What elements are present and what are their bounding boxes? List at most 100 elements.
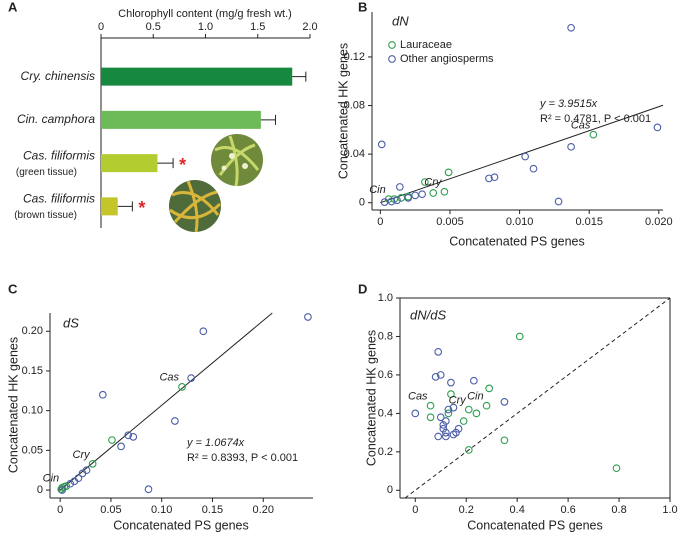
data-point (57, 485, 66, 494)
data-point (426, 401, 435, 410)
data-point (612, 464, 621, 473)
x-tick-label: 2.0 (302, 21, 317, 33)
data-point (515, 332, 524, 341)
data-point (178, 382, 186, 391)
point-label: Cas (408, 391, 428, 403)
legend-label: Other angiosperms (400, 53, 494, 65)
data-point (411, 191, 420, 200)
panel-title: dN (392, 13, 409, 28)
data-point (444, 409, 453, 418)
legend-marker (388, 41, 396, 49)
y-tick-label: 0.15 (22, 365, 43, 377)
data-point (88, 460, 97, 468)
data-point (444, 405, 453, 414)
fit-stats: R² = 0.4781, P < 0.001 (540, 113, 651, 125)
data-point (439, 421, 448, 429)
category-label: Cry. chinensis (21, 69, 95, 83)
fit-equation: y = 1.0674x (186, 437, 245, 449)
point-label: Cry (73, 449, 92, 461)
data-point (78, 469, 87, 478)
panel-letter: C (8, 281, 18, 296)
data-point (485, 174, 493, 183)
legend-marker (388, 55, 396, 63)
point-label: Cas (159, 372, 179, 384)
significance-mark: * (138, 198, 145, 218)
y-tick-label: 0 (359, 197, 365, 209)
y-tick-label: 0.20 (22, 325, 43, 337)
data-point (304, 313, 312, 321)
data-point (444, 168, 453, 177)
y-tick-label: 0.2 (378, 446, 393, 458)
data-point (436, 371, 445, 379)
category-note: (green tissue) (16, 167, 77, 178)
panel-title: dN/dS (410, 307, 446, 322)
data-point (490, 173, 499, 182)
data-point (418, 190, 426, 199)
data-point (441, 428, 450, 437)
data-point (500, 397, 509, 406)
y-axis-title: Concatenated HK genes (364, 330, 378, 466)
data-point (589, 130, 598, 139)
data-point (421, 178, 429, 186)
panel-letter: A (8, 0, 18, 14)
x-tick-label: 1.5 (250, 21, 265, 33)
x-axis-title: Concatenated PS genes (113, 518, 249, 532)
y-tick-label: 0.10 (22, 405, 43, 417)
legend-label: Lauraceae (400, 39, 452, 51)
data-point (144, 485, 153, 494)
fit-stats: R² = 0.8393, P < 0.001 (187, 452, 298, 464)
data-point (567, 142, 575, 151)
data-point (434, 432, 443, 441)
data-point (108, 436, 116, 444)
y-tick-label: 0 (387, 484, 393, 496)
reference-diagonal (404, 297, 671, 499)
regression-line (59, 312, 273, 491)
data-point (470, 376, 478, 385)
data-point (199, 327, 208, 336)
x-tick-label: 0.8 (611, 504, 626, 516)
data-point (449, 403, 458, 412)
point-label: Cin (369, 184, 386, 196)
y-axis-title: Concatenated HK genes (336, 43, 350, 179)
category-label: Cin. camphora (17, 112, 95, 126)
x-tick-label: 0.020 (645, 216, 673, 228)
data-point (98, 390, 107, 399)
data-point (380, 198, 389, 206)
data-point (482, 401, 491, 410)
y-tick-label: 1.0 (378, 292, 393, 304)
y-tick-label: 0.6 (378, 369, 393, 381)
data-point (653, 123, 662, 132)
bar (101, 110, 261, 129)
data-point (447, 390, 455, 399)
data-point (58, 483, 67, 492)
point-label: Cry (424, 177, 443, 189)
x-tick-label: 0.6 (560, 504, 575, 516)
data-point (472, 409, 481, 418)
x-tick-label: 0.2 (459, 504, 474, 516)
data-point (66, 479, 75, 488)
x-tick-label: 0 (377, 216, 383, 228)
photo-brown-tissue (169, 180, 221, 232)
data-point (117, 442, 125, 451)
data-point (521, 152, 530, 161)
photo-green-tissue (211, 134, 263, 186)
data-point (426, 413, 435, 422)
point-label: Cry (449, 394, 468, 406)
bar (101, 154, 158, 173)
significance-mark: * (179, 155, 186, 175)
data-point (485, 384, 494, 393)
fit-equation: y = 3.9515x (539, 98, 598, 110)
data-point (187, 374, 195, 382)
data-point (459, 417, 468, 425)
data-point (441, 417, 450, 425)
y-tick-label: 0.04 (344, 148, 365, 160)
panel-letter: B (358, 0, 367, 14)
x-tick-label: 0 (98, 21, 104, 33)
x-tick-label: 0.05 (100, 504, 121, 516)
point-label: Cin (43, 473, 60, 485)
y-axis-title: Concatenated HK genes (6, 337, 20, 473)
data-point (58, 486, 67, 494)
data-point (70, 477, 79, 486)
x-tick-label: 0.10 (151, 504, 172, 516)
